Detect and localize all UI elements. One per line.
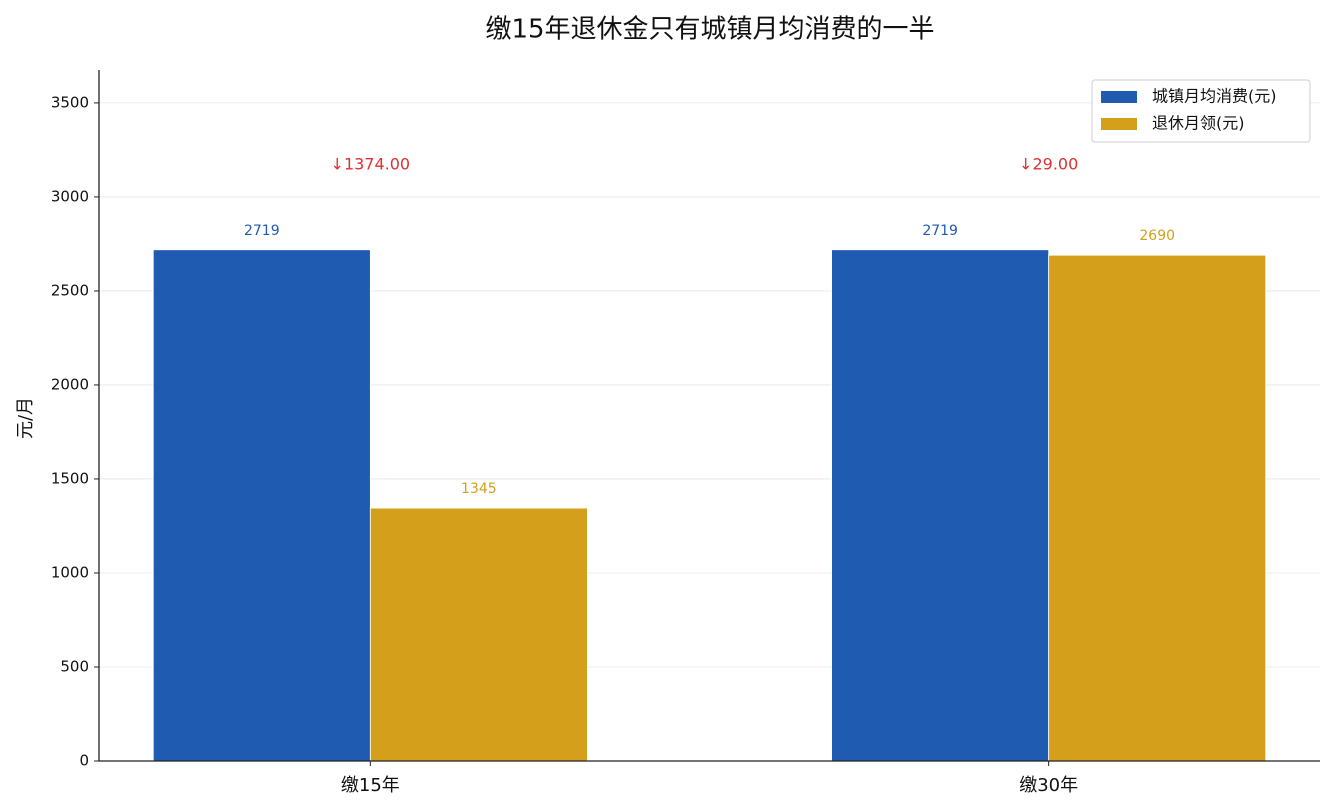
value-label: 2690 [1139, 228, 1175, 244]
y-tick-label: 3500 [51, 93, 89, 111]
y-tick-label: 500 [60, 657, 89, 675]
value-label: 1345 [461, 481, 497, 497]
bar [1048, 254, 1267, 762]
bar [369, 507, 588, 762]
legend-label: 城镇月均消费(元) [1152, 87, 1277, 106]
y-tick-label: 2500 [51, 281, 89, 299]
x-tick-label: 缴15年 [341, 775, 400, 796]
y-tick-label: 3000 [51, 187, 89, 205]
annotation: ↓29.00 [1019, 155, 1078, 174]
value-label: 2719 [244, 223, 280, 239]
legend-box [1091, 79, 1311, 143]
annotation: ↓1374.00 [331, 155, 411, 174]
y-tick-label: 2000 [51, 375, 89, 393]
y-tick-label: 0 [79, 752, 89, 770]
chart-title: 缴15年退休金只有城镇月均消费的一半 [485, 15, 934, 45]
value-label: 2719 [922, 223, 958, 239]
x-tick-label: 缴30年 [1019, 775, 1078, 796]
y-tick-label: 1000 [51, 563, 89, 581]
bar [831, 249, 1050, 762]
y-tick-label: 1500 [51, 469, 89, 487]
y-axis-label: 元/月 [15, 397, 36, 439]
bar [152, 249, 371, 762]
legend-swatch [1101, 91, 1137, 103]
legend-swatch [1101, 118, 1137, 130]
legend-label: 退休月领(元) [1152, 114, 1245, 133]
